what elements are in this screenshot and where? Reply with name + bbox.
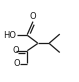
Text: HO: HO bbox=[4, 31, 17, 40]
Text: O: O bbox=[30, 12, 36, 21]
Text: O: O bbox=[13, 59, 20, 68]
Text: O: O bbox=[13, 46, 19, 55]
